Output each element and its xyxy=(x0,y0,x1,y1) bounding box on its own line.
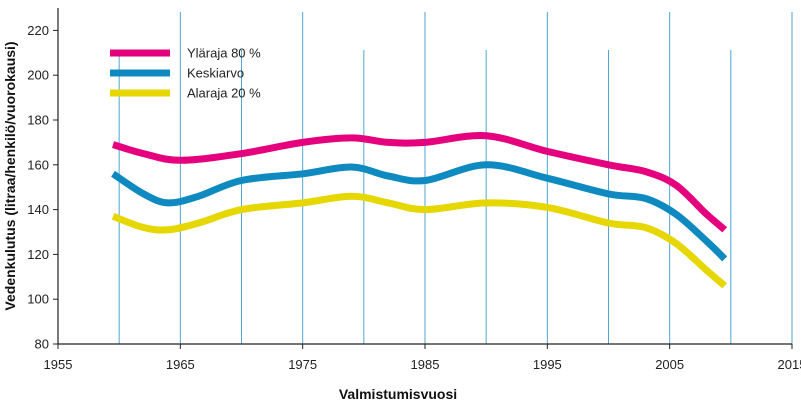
y-tick-label: 80 xyxy=(35,337,49,352)
x-tick-labels: 1955 1965 1975 1985 1995 2005 2015 xyxy=(44,357,801,372)
x-tick-label: 1965 xyxy=(166,357,195,372)
x-tick-label: 1955 xyxy=(44,357,73,372)
grid-lines xyxy=(118,12,793,344)
x-tick-label: 1995 xyxy=(533,357,562,372)
y-axis-title: Vedenkulutus (litraa/henkilö/vuorokausi) xyxy=(2,41,18,310)
series-lines xyxy=(111,132,728,289)
x-tick-label: 1985 xyxy=(411,357,440,372)
x-tick-label: 1975 xyxy=(288,357,317,372)
y-tick-label: 140 xyxy=(27,202,49,217)
y-tick-label: 100 xyxy=(27,292,49,307)
x-tick-label: 2015 xyxy=(778,357,801,372)
x-axis-title: Valmistumisvuosi xyxy=(339,386,457,402)
series-line-2 xyxy=(111,192,728,289)
axes xyxy=(53,8,793,349)
y-tick-label: 220 xyxy=(27,23,49,38)
y-tick-label: 200 xyxy=(27,68,49,83)
series-line-1 xyxy=(111,161,728,262)
legend-label-2: Alaraja 20 % xyxy=(187,86,261,101)
y-tick-label: 180 xyxy=(27,113,49,128)
series-line-0 xyxy=(111,132,728,233)
legend: Yläraja 80 % Keskiarvo Alaraja 20 % xyxy=(110,46,261,101)
y-tick-label: 120 xyxy=(27,247,49,262)
legend-label-1: Keskiarvo xyxy=(187,66,244,81)
y-tick-labels: 80 100 120 140 160 180 200 220 xyxy=(27,23,49,352)
legend-label-0: Yläraja 80 % xyxy=(187,46,261,61)
x-tick-label: 2005 xyxy=(655,357,684,372)
y-tick-label: 160 xyxy=(27,157,49,172)
